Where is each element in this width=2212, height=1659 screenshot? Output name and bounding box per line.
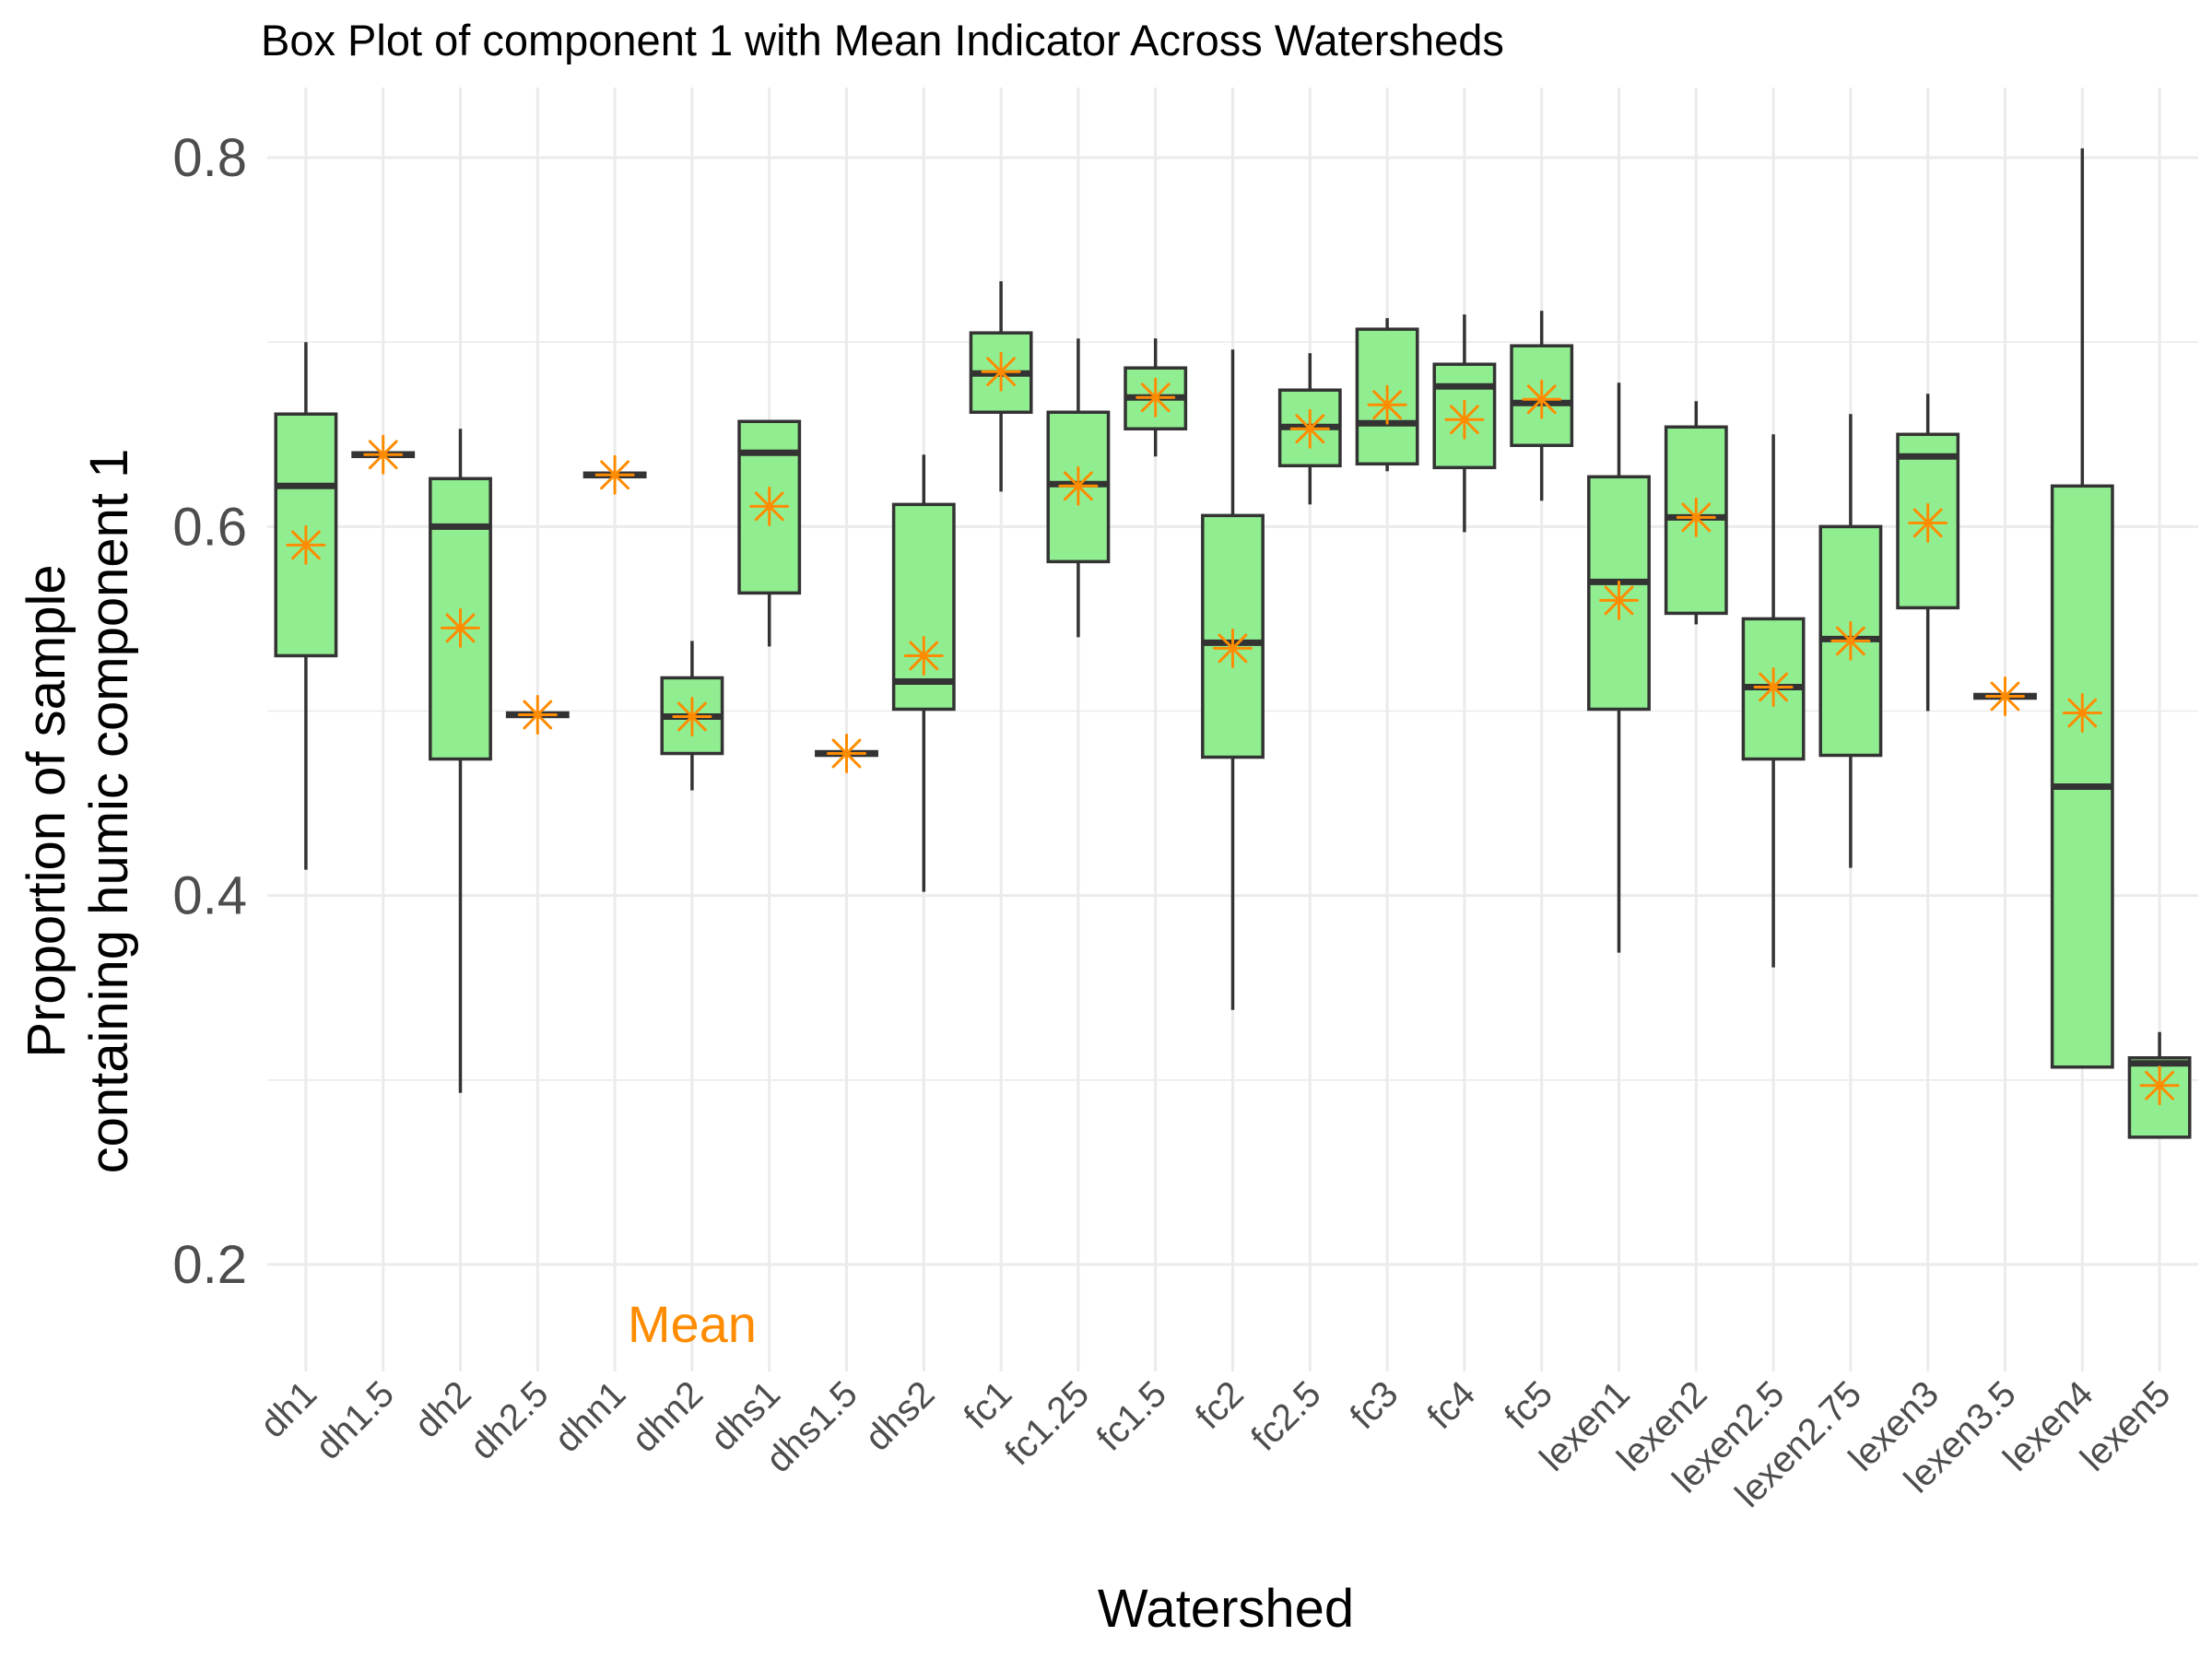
box-fc4 xyxy=(1432,314,1497,533)
x-tick-label: dhs2 xyxy=(857,1373,942,1458)
box-dh1 xyxy=(274,342,338,870)
x-tick-label: dh2.5 xyxy=(463,1373,557,1467)
x-tick-label: fc2.5 xyxy=(1243,1373,1328,1458)
x-tick-label: dhn2 xyxy=(624,1373,711,1460)
box-iqr xyxy=(1201,513,1265,759)
box-dhs1.5 xyxy=(815,734,878,774)
mean-marker xyxy=(1058,465,1099,506)
x-tick-label: fc1.5 xyxy=(1089,1373,1174,1458)
mean-marker xyxy=(903,635,944,676)
y-tick-label: 0.6 xyxy=(172,497,247,557)
box-dhn1 xyxy=(582,454,647,495)
mean-marker xyxy=(286,524,326,565)
y-axis-ticks: 0.2 0.4 0.6 0.8 xyxy=(172,128,247,1295)
box-dhs1 xyxy=(737,419,802,647)
mean-marker xyxy=(1599,580,1639,620)
mean-marker xyxy=(1367,384,1407,425)
x-tick-label: fc4 xyxy=(1419,1373,1483,1437)
box-dhn2 xyxy=(660,641,724,791)
box-lexen5 xyxy=(2127,1031,2192,1139)
chart-title: Box Plot of component 1 with Mean Indica… xyxy=(261,16,1504,65)
box-dh2 xyxy=(429,429,492,1093)
mean-annotation: Mean xyxy=(628,1295,757,1353)
mean-marker xyxy=(594,454,635,495)
box-lexen4 xyxy=(2050,148,2114,1069)
x-tick-label: fc2 xyxy=(1188,1373,1252,1437)
box-lexen2.75 xyxy=(1818,414,1883,868)
box-fc5 xyxy=(1510,311,1574,501)
x-tick-label: fc5 xyxy=(1497,1373,1560,1437)
mean-marker xyxy=(827,734,866,774)
mean-marker xyxy=(2062,692,2102,733)
x-tick-label: dhn1 xyxy=(547,1373,633,1460)
box-lexen2 xyxy=(1664,401,1728,625)
box-fc3 xyxy=(1355,318,1419,472)
box-dh1.5 xyxy=(351,434,416,475)
mean-marker xyxy=(517,694,558,735)
mean-marker xyxy=(1289,408,1330,449)
box-iqr xyxy=(2050,484,2114,1069)
mean-marker xyxy=(1830,620,1871,661)
mean-marker xyxy=(441,607,480,648)
x-axis-title: Watershed xyxy=(1098,1579,1354,1639)
box-lexen3 xyxy=(1896,394,1960,712)
mean-marker xyxy=(981,351,1021,392)
x-tick-label: dh1.5 xyxy=(308,1373,402,1467)
mean-marker xyxy=(1676,497,1716,537)
mean-marker xyxy=(1213,628,1253,668)
box-fc1.25 xyxy=(1046,338,1111,638)
mean-marker xyxy=(749,486,790,526)
box-lexen3.5 xyxy=(1973,676,2037,716)
box-fc1.5 xyxy=(1124,338,1188,457)
y-tick-label: 0.8 xyxy=(172,128,247,188)
y-tick-label: 0.2 xyxy=(172,1235,247,1295)
y-tick-label: 0.4 xyxy=(172,866,247,926)
mean-marker xyxy=(1908,502,1948,543)
box-dhs2 xyxy=(891,454,956,892)
box-fc2.5 xyxy=(1277,353,1342,505)
mean-marker xyxy=(363,434,404,475)
box-dh2.5 xyxy=(505,694,570,735)
mean-marker xyxy=(1135,377,1176,418)
box-lexen2.5 xyxy=(1741,434,1806,968)
mean-marker xyxy=(2139,1065,2180,1106)
mean-marker xyxy=(1753,666,1794,707)
x-tick-label: lexen5 xyxy=(2073,1373,2178,1478)
mean-marker xyxy=(1985,676,2025,716)
mean-marker xyxy=(1444,399,1485,440)
mean-marker xyxy=(672,696,712,736)
y-axis-title-line-1: Proportion of sample xyxy=(17,564,76,1057)
x-tick-label: fc1.25 xyxy=(997,1373,1097,1473)
box-lexen1 xyxy=(1587,382,1651,953)
y-axis-title-line-2: containing humic component 1 xyxy=(79,449,139,1174)
x-tick-label: fc1 xyxy=(957,1373,1020,1437)
box-fc1 xyxy=(969,281,1033,492)
box-fc2 xyxy=(1201,349,1265,1010)
boxes-layer xyxy=(274,148,2192,1139)
mean-marker xyxy=(1522,379,1562,419)
y-axis-title: Proportion of sample containing humic co… xyxy=(17,449,139,1174)
x-tick-label: fc3 xyxy=(1343,1373,1406,1437)
